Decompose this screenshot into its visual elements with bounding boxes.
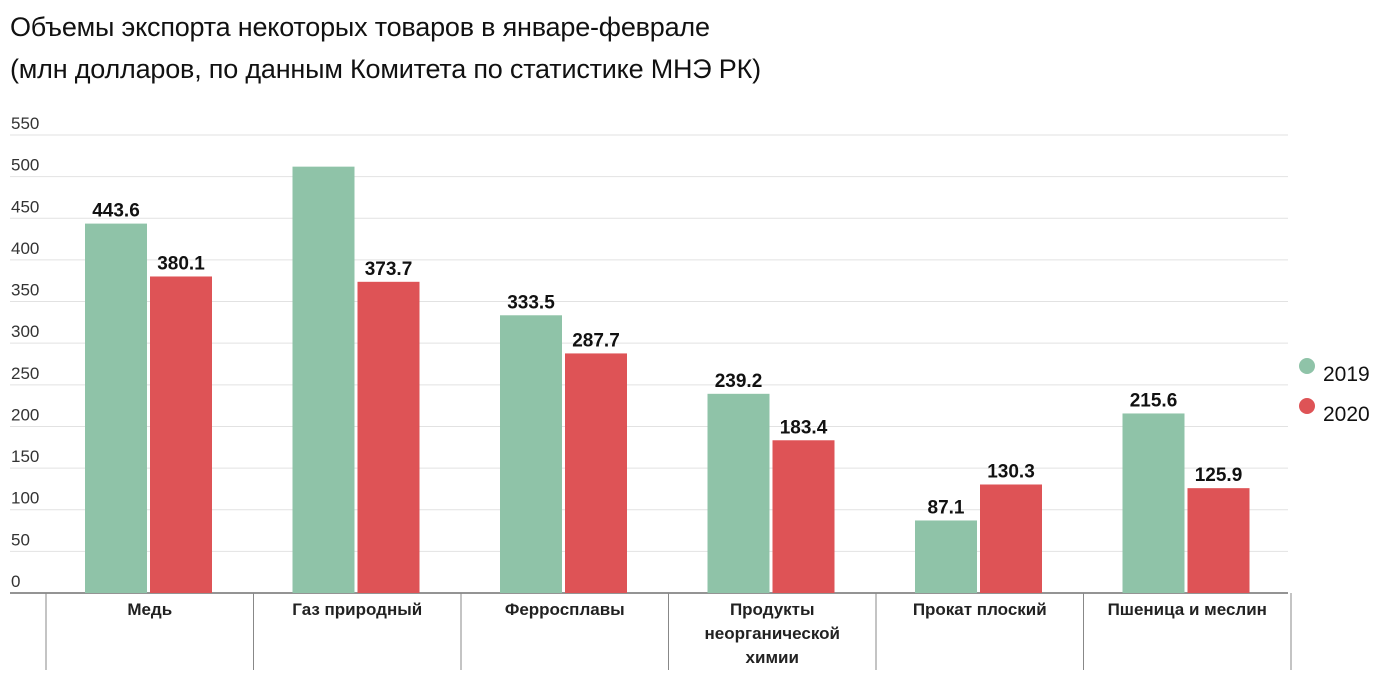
y-tick-label: 100 (11, 489, 39, 508)
bar-2019 (500, 315, 562, 593)
category-label: Прокат плоский (913, 600, 1047, 619)
bar-2019 (292, 166, 355, 594)
data-label: 443.6 (92, 201, 140, 222)
category-label: химии (746, 648, 799, 667)
bar-2020 (772, 440, 835, 593)
data-label: 183.4 (780, 417, 828, 438)
chart-title: Объемы экспорта некоторых товаров в янва… (10, 6, 1010, 90)
bar-2020 (980, 484, 1042, 593)
category-label: неорганической (705, 624, 840, 643)
bar-2019 (707, 393, 770, 593)
bar-2019 (1122, 413, 1185, 593)
legend-label: 2019 (1323, 363, 1370, 386)
data-label: 333.5 (507, 292, 555, 313)
y-tick-label: 300 (11, 322, 39, 341)
data-label: 380.1 (157, 253, 205, 274)
y-tick-label: 350 (11, 281, 39, 300)
category-label: Медь (127, 600, 172, 619)
category-label: Ферросплавы (505, 600, 625, 619)
data-label: 239.2 (715, 371, 763, 392)
y-tick-label: 50 (11, 530, 30, 549)
legend-marker-2019 (1299, 358, 1315, 374)
data-label: 287.7 (572, 330, 620, 351)
bar-2020 (1187, 488, 1250, 593)
bar-2019 (915, 520, 977, 593)
data-label: 215.6 (1130, 390, 1178, 411)
y-tick-label: 200 (11, 405, 39, 424)
category-label: Пшеница и меслин (1108, 600, 1267, 619)
legend-marker-2020 (1299, 398, 1315, 414)
chart-title-line-1: Объемы экспорта некоторых товаров в янва… (10, 12, 710, 42)
y-tick-label: 500 (11, 156, 39, 175)
bar-2020 (357, 281, 420, 593)
bar-2020 (150, 276, 212, 593)
bar-2019 (85, 223, 147, 594)
chart-title-line-2: (млн долларов, по данным Комитета по ста… (10, 54, 761, 84)
category-label: Продукты (730, 600, 815, 619)
y-tick-label: 150 (11, 447, 39, 466)
legend-label: 2020 (1323, 403, 1370, 426)
data-label: 373.7 (365, 259, 413, 280)
data-label: 130.3 (987, 461, 1035, 482)
bar-2020 (565, 353, 627, 593)
data-label: 87.1 (928, 497, 965, 518)
category-label: Газ природный (292, 600, 422, 619)
data-label: 125.9 (1195, 465, 1243, 486)
y-tick-label: 450 (11, 197, 39, 216)
y-tick-label: 400 (11, 239, 39, 258)
y-tick-label: 550 (11, 114, 39, 133)
y-tick-label: 250 (11, 364, 39, 383)
y-tick-label: 0 (11, 572, 20, 591)
